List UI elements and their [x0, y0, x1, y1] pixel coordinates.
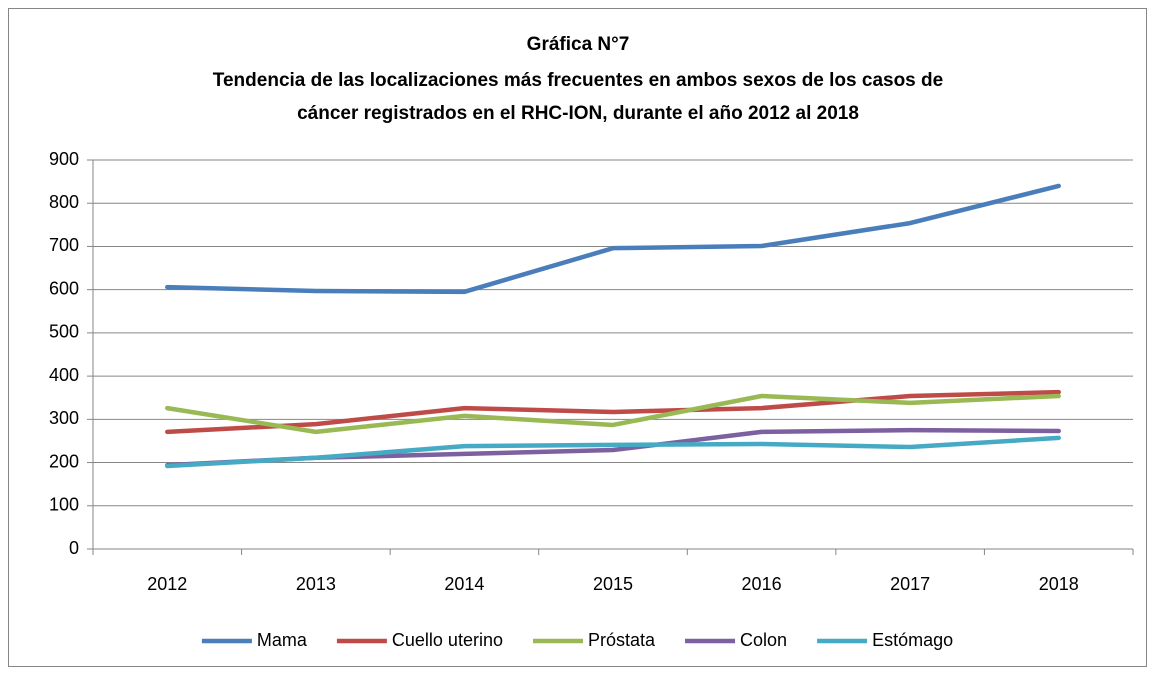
x-tick-label: 2018 — [1039, 574, 1079, 594]
legend-label: Colon — [740, 630, 787, 650]
y-tick-label: 100 — [49, 495, 79, 515]
y-tick-label: 0 — [69, 538, 79, 558]
x-tick-label: 2015 — [593, 574, 633, 594]
y-tick-label: 400 — [49, 365, 79, 385]
series-line — [165, 183, 1061, 295]
x-tick-label: 2014 — [444, 574, 484, 594]
y-tick-label: 300 — [49, 408, 79, 428]
series-line — [165, 389, 1061, 435]
y-tick-label: 700 — [49, 235, 79, 255]
y-tick-label: 600 — [49, 278, 79, 298]
x-tick-label: 2016 — [742, 574, 782, 594]
chart-frame — [8, 8, 1147, 667]
series-line — [165, 393, 1061, 435]
y-tick-label: 900 — [49, 149, 79, 169]
x-tick-label: 2013 — [296, 574, 336, 594]
legend-label: Próstata — [588, 630, 656, 650]
legend-label: Estómago — [872, 630, 953, 650]
series-line — [165, 435, 1061, 469]
chart-title: Tendencia de las localizaciones más frec… — [213, 70, 943, 91]
x-tick-label: 2012 — [147, 574, 187, 594]
y-tick-label: 500 — [49, 322, 79, 342]
y-tick-label: 800 — [49, 192, 79, 212]
chart-title: cáncer registrados en el RHC-ION, durant… — [297, 103, 859, 124]
chart-title: Gráfica N°7 — [527, 34, 630, 55]
y-tick-label: 200 — [49, 451, 79, 471]
legend-label: Mama — [257, 630, 308, 650]
legend-label: Cuello uterino — [392, 630, 503, 650]
x-tick-label: 2017 — [890, 574, 930, 594]
